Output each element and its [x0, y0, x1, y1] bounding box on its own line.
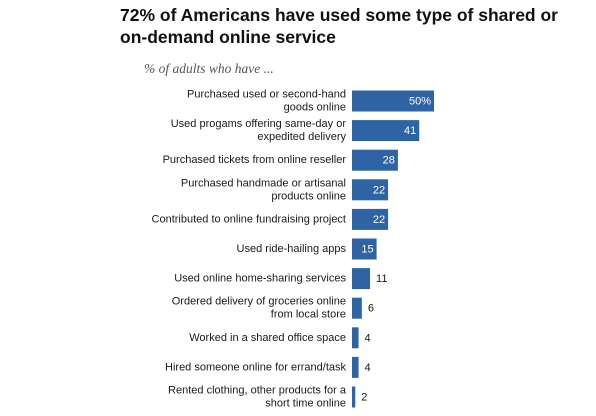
bar — [352, 268, 371, 290]
bar-value-label: 15 — [361, 244, 373, 256]
bar-value-label: 4 — [365, 362, 371, 374]
category-label: Used online home-sharing services — [174, 273, 346, 285]
bar-value-label: 28 — [383, 155, 395, 167]
bar-value-label: 6 — [368, 303, 374, 315]
category-label: Used progams offering same-day or expedit… — [171, 118, 347, 143]
bar — [352, 179, 389, 201]
category-label: Purchased used or second-hand goods onlin… — [187, 89, 346, 114]
bar — [352, 297, 362, 319]
bar-value-label: 11 — [376, 273, 387, 285]
bar — [352, 327, 359, 349]
bar — [352, 208, 389, 230]
category-label: Purchased handmade or artisanal products … — [181, 177, 346, 202]
bar — [352, 149, 398, 171]
bar-value-label: 22 — [373, 214, 385, 226]
category-label: Purchased tickets from online reseller — [163, 154, 347, 166]
category-label: Contributed to online fundraising projec… — [152, 213, 346, 225]
bar-value-label: 22 — [373, 184, 385, 196]
bar-value-label: 41 — [404, 125, 416, 137]
bar-value-label: 2 — [361, 392, 367, 404]
category-label: Worked in a shared office space — [189, 332, 346, 344]
bar — [352, 356, 359, 378]
bar-value-label: 4 — [365, 332, 371, 344]
category-label: Ordered delivery of groceries online from… — [172, 296, 346, 321]
category-label: Rented clothing, other products for a sho… — [168, 385, 347, 410]
bar-value-label: 50% — [409, 96, 431, 108]
chart-title: 72% of Americans have used some type of … — [120, 5, 558, 47]
bar — [352, 120, 420, 142]
chart-subtitle: % of adults who have ... — [144, 61, 274, 76]
category-label: Used ride-hailing apps — [237, 243, 347, 255]
bar — [352, 386, 356, 408]
category-label: Hired someone online for errand/task — [165, 361, 346, 373]
bar — [352, 238, 377, 260]
bar — [352, 90, 434, 112]
